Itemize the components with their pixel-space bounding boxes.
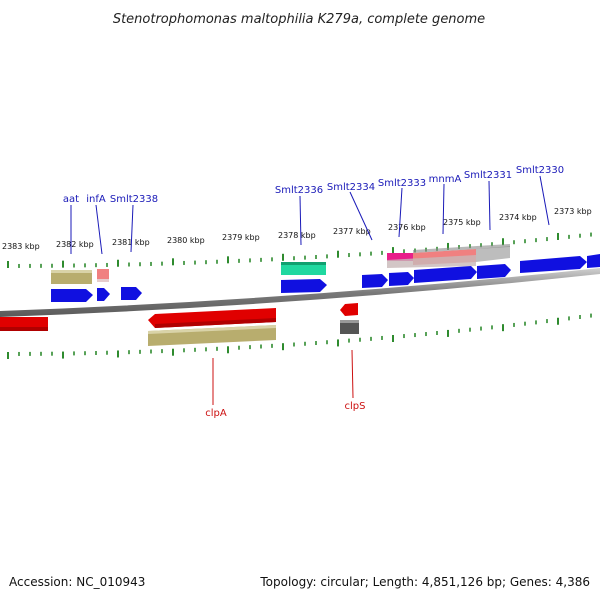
gene-label-clpS[interactable]: clpS — [345, 401, 366, 412]
kbp-label-2375: 2375 kbp — [443, 218, 481, 227]
smlt2336-feature-bar — [281, 262, 326, 275]
gene-label-smlt2334[interactable]: Smlt2334 — [327, 182, 375, 193]
next-cds-arrow — [587, 254, 600, 268]
clpS-cds-arrow — [340, 303, 358, 316]
kbp-labels: 2383 kbp 2382 kbp 2381 kbp 2380 kbp 2379… — [2, 207, 592, 251]
gene-label-smlt2330[interactable]: Smlt2330 — [516, 165, 564, 176]
reverse-features — [0, 303, 359, 346]
genome-summary: Topology: circular; Length: 4,851,126 bp… — [259, 575, 590, 589]
forward-features — [51, 244, 600, 302]
forward-tick-track — [7, 232, 592, 268]
kbp-label-2376: 2376 kbp — [388, 223, 426, 232]
kbp-label-2373: 2373 kbp — [554, 207, 592, 216]
kbp-label-2379: 2379 kbp — [222, 233, 260, 242]
reverse-tick-track — [7, 313, 592, 359]
clpS-feature-bar — [340, 320, 359, 334]
gene-labels: aat infA Smlt2338 Smlt2336 Smlt2334 Smlt… — [63, 165, 564, 419]
smlt2338-cds-arrow — [121, 287, 142, 300]
gene-callout-lines — [70, 175, 550, 405]
kbp-label-2382: 2382 kbp — [56, 240, 94, 249]
infA-feature-bar — [97, 269, 109, 282]
smlt2331-cds-arrow — [477, 264, 511, 279]
genome-backbone — [0, 268, 600, 317]
gene-label-clpA[interactable]: clpA — [205, 408, 227, 419]
kbp-label-2378: 2378 kbp — [278, 231, 316, 240]
smlt2330-cds-arrow — [520, 256, 587, 273]
kbp-label-2377: 2377 kbp — [333, 227, 371, 236]
kbp-label-2383: 2383 kbp — [2, 242, 40, 251]
aat-cds-arrow — [51, 289, 93, 302]
gene-label-infA[interactable]: infA — [86, 194, 106, 205]
smlt2334-cds-arrow — [362, 274, 388, 288]
gene-label-aat[interactable]: aat — [63, 194, 79, 205]
gene-label-smlt2338[interactable]: Smlt2338 — [110, 194, 158, 205]
kbp-label-2380: 2380 kbp — [167, 236, 205, 245]
smlt2336-cds-arrow — [281, 279, 327, 293]
smlt2333-feature-bar — [387, 253, 413, 261]
map-title: Stenotrophomonas maltophilia K279a, comp… — [113, 12, 485, 27]
accession-label: Accession: NC_010943 — [9, 575, 145, 589]
infA-cds-arrow — [97, 288, 110, 301]
gene-label-smlt2331[interactable]: Smlt2331 — [464, 170, 512, 181]
smlt2333-cds-arrow — [389, 272, 414, 286]
aat-feature-bar — [51, 270, 92, 284]
kbp-label-2381: 2381 kbp — [112, 238, 150, 247]
gene-label-mnmA[interactable]: mnmA — [429, 174, 462, 185]
gene-label-smlt2336[interactable]: Smlt2336 — [275, 185, 323, 196]
mnmA-cds-arrow — [414, 266, 477, 283]
kbp-label-2374: 2374 kbp — [499, 213, 537, 222]
gene-label-smlt2333[interactable]: Smlt2333 — [378, 178, 426, 189]
